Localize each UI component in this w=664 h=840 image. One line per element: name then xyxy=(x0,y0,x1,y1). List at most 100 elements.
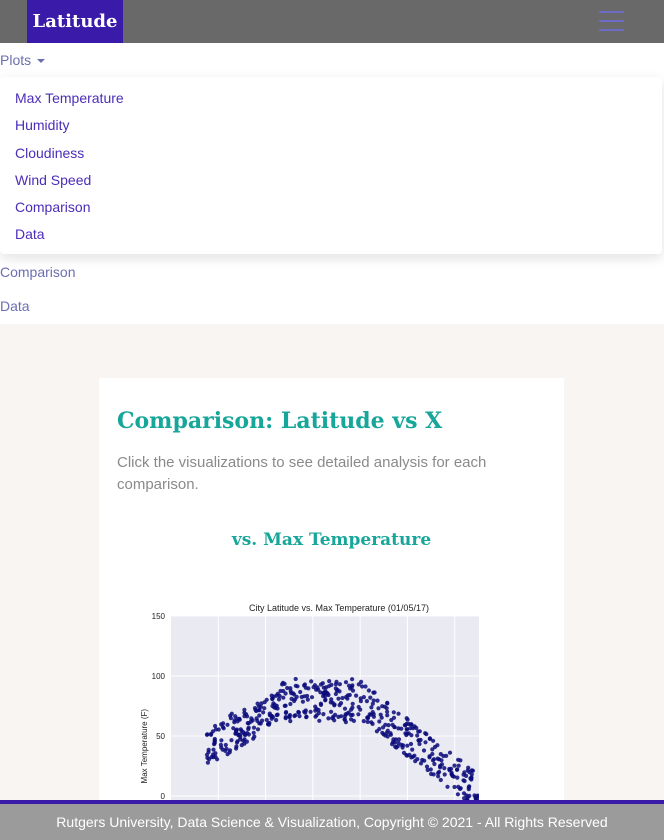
scatter-point xyxy=(213,723,218,729)
scatter-point xyxy=(267,713,272,718)
brand-logo[interactable]: Latitude xyxy=(27,0,123,43)
scatter-point xyxy=(350,683,355,688)
scatter-point xyxy=(314,713,319,718)
footer: Rutgers University, Data Science & Visua… xyxy=(0,804,664,840)
scatter-point xyxy=(452,784,457,790)
scatter-point xyxy=(239,743,244,748)
scatter-point xyxy=(207,757,212,762)
scatter-point xyxy=(242,707,247,712)
scatter-point xyxy=(380,730,385,735)
scatter-point xyxy=(257,708,262,713)
nav-link-comparison[interactable]: Comparison xyxy=(0,264,76,280)
scatter-point xyxy=(410,747,415,752)
scatter-point xyxy=(258,704,263,709)
page-description: Click the visualizations to see detailed… xyxy=(117,454,487,493)
dropdown-item-cloudiness[interactable]: Cloudiness xyxy=(15,145,85,161)
scatter-point xyxy=(384,730,389,735)
scatter-point xyxy=(455,775,460,780)
scatter-point xyxy=(210,729,216,734)
scatter-point xyxy=(283,691,288,696)
scatter-point xyxy=(350,688,356,693)
y-axis-ticks: 150 100 50 0 xyxy=(152,612,166,801)
max-temperature-scatter-plot[interactable]: City Latitude vs. Max Temperature (01/05… xyxy=(139,598,479,818)
scatter-point xyxy=(464,793,469,798)
scatter-point xyxy=(370,701,375,706)
scatter-point xyxy=(231,726,236,731)
scatter-point xyxy=(385,709,390,714)
y-tick-label: 100 xyxy=(152,672,166,681)
scatter-point xyxy=(385,701,390,706)
scatter-point xyxy=(246,721,251,726)
scatter-point xyxy=(412,753,417,758)
scatter-point xyxy=(314,687,319,692)
dropdown-item-humidity[interactable]: Humidity xyxy=(15,117,70,133)
scatter-point xyxy=(251,725,257,730)
scatter-point xyxy=(255,727,261,732)
scatter-point xyxy=(296,710,301,715)
scatter-point xyxy=(430,758,436,763)
scatter-point xyxy=(275,712,280,717)
scatter-point xyxy=(242,731,247,736)
scatter-point xyxy=(244,712,249,717)
scatter-point xyxy=(262,706,267,711)
scatter-point xyxy=(465,768,470,773)
scatter-point xyxy=(368,695,373,700)
scatter-point xyxy=(272,705,277,710)
scatter-point xyxy=(234,744,239,749)
scatter-point xyxy=(259,701,264,706)
scatter-point xyxy=(404,716,409,721)
scatter-point xyxy=(415,733,420,738)
scatter-points xyxy=(204,676,479,811)
scatter-point xyxy=(414,725,419,731)
scatter-point xyxy=(317,718,322,723)
scatter-point xyxy=(379,715,384,720)
plots-dropdown-toggle[interactable]: Plots xyxy=(0,52,46,68)
scatter-point xyxy=(321,712,326,717)
scatter-point xyxy=(337,703,342,708)
scatter-point xyxy=(219,738,224,743)
scatter-point xyxy=(408,741,414,747)
scatter-point xyxy=(298,689,303,695)
scatter-point xyxy=(345,696,350,701)
scatter-point xyxy=(327,679,332,684)
scatter-point xyxy=(225,752,230,757)
scatter-point xyxy=(253,707,258,712)
nav-link-data[interactable]: Data xyxy=(0,298,30,314)
scatter-point xyxy=(305,693,310,699)
scatter-point xyxy=(392,740,397,745)
scatter-point xyxy=(432,744,438,750)
scatter-point xyxy=(251,730,256,735)
y-tick-label: 150 xyxy=(152,612,166,621)
scatter-point xyxy=(266,722,272,727)
scatter-point xyxy=(350,701,355,706)
scatter-point xyxy=(300,699,305,704)
scatter-point xyxy=(356,712,361,717)
scatter-point xyxy=(339,714,344,719)
scatter-point xyxy=(329,697,334,702)
dropdown-item-data[interactable]: Data xyxy=(15,226,45,242)
hamburger-menu-icon[interactable] xyxy=(599,10,624,32)
dropdown-item-max-temperature[interactable]: Max Temperature xyxy=(15,90,124,106)
scatter-point xyxy=(304,714,309,719)
scatter-point xyxy=(326,684,331,689)
scatter-point xyxy=(396,737,402,742)
dropdown-item-wind-speed[interactable]: Wind Speed xyxy=(15,172,92,188)
scatter-point xyxy=(320,681,325,686)
page-title: Comparison: Latitude vs X xyxy=(117,408,443,434)
footer-text: Rutgers University, Data Science & Visua… xyxy=(56,814,608,830)
scatter-point xyxy=(333,691,338,697)
scatter-point xyxy=(225,722,230,727)
dropdown-item-comparison[interactable]: Comparison xyxy=(15,199,91,215)
scatter-point xyxy=(221,721,226,726)
scatter-point xyxy=(430,747,435,752)
scatter-point xyxy=(458,758,463,763)
scatter-point xyxy=(323,694,328,699)
scatter-point xyxy=(292,692,297,697)
scatter-point xyxy=(405,743,410,748)
scatter-point xyxy=(416,738,421,743)
scatter-point xyxy=(431,772,436,777)
scatter-point xyxy=(229,738,234,743)
scatter-point xyxy=(360,684,365,689)
scatter-point xyxy=(369,720,374,725)
scatter-point xyxy=(455,792,460,797)
